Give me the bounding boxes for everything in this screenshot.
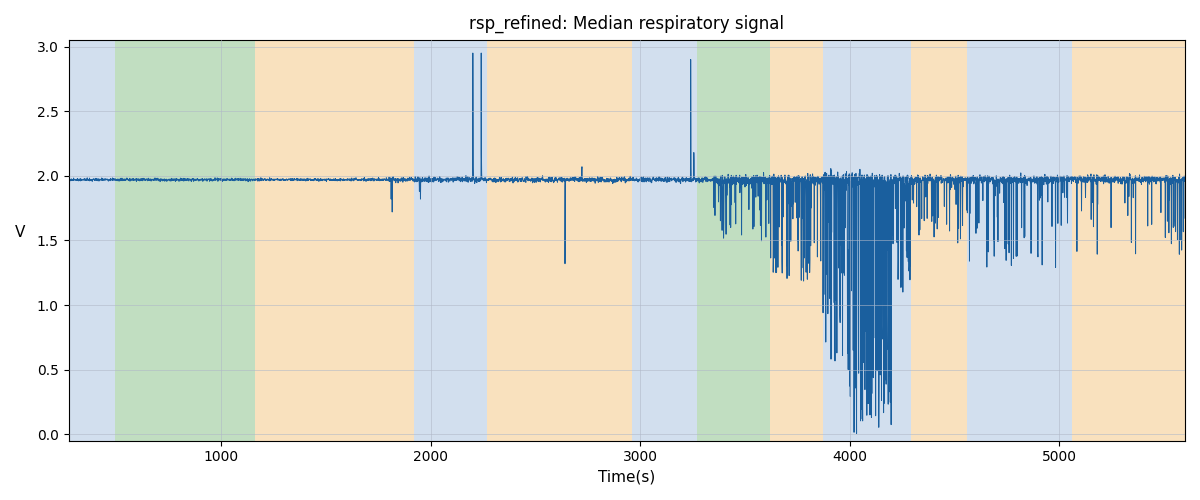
Bar [823,40,911,440]
Bar [1072,40,1184,440]
Bar [967,40,1072,440]
Bar [487,40,632,440]
Bar [414,40,487,440]
Bar [697,40,770,440]
Bar [115,40,254,440]
X-axis label: Time(s): Time(s) [598,470,655,485]
Bar [254,40,414,440]
Y-axis label: V: V [16,226,25,240]
Bar [632,40,697,440]
Bar [770,40,823,440]
Bar [911,40,967,440]
Title: rsp_refined: Median respiratory signal: rsp_refined: Median respiratory signal [469,15,785,34]
Bar [68,40,115,440]
